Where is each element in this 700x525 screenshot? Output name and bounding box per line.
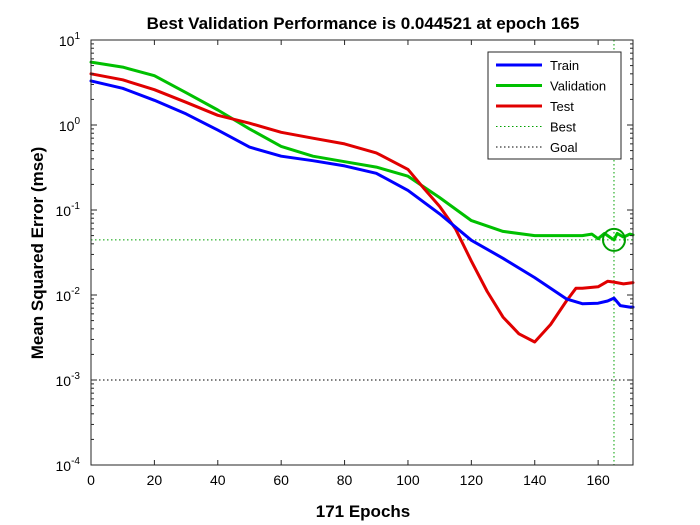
legend: Train Validation Test Best Goal bbox=[487, 51, 622, 160]
legend-label-validation: Validation bbox=[550, 79, 606, 94]
best-point-marker bbox=[601, 227, 626, 252]
x-tick-label: 60 bbox=[273, 472, 289, 488]
legend-label-train: Train bbox=[550, 58, 579, 73]
x-tick-label: 140 bbox=[523, 472, 547, 488]
y-tick-exponent: -2 bbox=[71, 286, 80, 297]
chart-title: Best Validation Performance is 0.044521 … bbox=[147, 14, 580, 33]
series-line-train bbox=[89, 79, 635, 309]
best-lines-group bbox=[91, 40, 633, 465]
x-tick-label: 120 bbox=[460, 472, 484, 488]
y-tick-exponent: -4 bbox=[71, 456, 80, 467]
x-axis-label: 171 Epochs bbox=[316, 502, 411, 521]
series-line-validation bbox=[89, 60, 635, 242]
x-tick-label: 100 bbox=[396, 472, 420, 488]
y-tick-exponent: 1 bbox=[74, 31, 80, 42]
x-tick-label: 20 bbox=[147, 472, 163, 488]
legend-label-test: Test bbox=[550, 99, 574, 114]
x-axis-ticks: 0 20 40 60 80 100 120 140 160 bbox=[87, 40, 610, 488]
y-tick-exponent: -3 bbox=[71, 371, 80, 382]
x-tick-label: 80 bbox=[337, 472, 353, 488]
series-lines-group bbox=[89, 60, 635, 344]
x-tick-label: 160 bbox=[586, 472, 610, 488]
x-tick-label: 40 bbox=[210, 472, 226, 488]
legend-label-best: Best bbox=[550, 120, 576, 135]
y-tick-exponent: 0 bbox=[74, 116, 80, 127]
legend-label-goal: Goal bbox=[550, 140, 578, 155]
y-tick-exponent: -1 bbox=[71, 201, 80, 212]
y-axis-label: Mean Squared Error (mse) bbox=[28, 147, 47, 360]
x-tick-label: 0 bbox=[87, 472, 95, 488]
series-line-test bbox=[89, 72, 635, 344]
best-marker-group bbox=[601, 227, 626, 252]
plot-frame bbox=[90, 39, 634, 466]
